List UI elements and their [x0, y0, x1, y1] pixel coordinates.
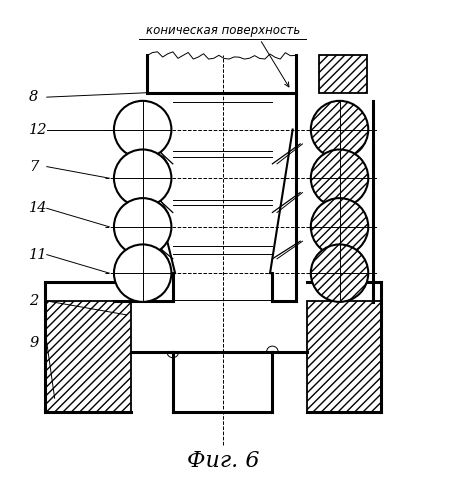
Bar — [45, 301, 131, 412]
Text: 14: 14 — [29, 202, 48, 215]
Circle shape — [114, 101, 171, 158]
Text: 7: 7 — [29, 160, 38, 173]
Text: 9: 9 — [29, 336, 38, 349]
Circle shape — [114, 244, 171, 302]
Circle shape — [311, 198, 368, 256]
Text: 11: 11 — [29, 248, 48, 262]
Bar — [307, 301, 381, 412]
Circle shape — [311, 244, 368, 302]
Text: коническая поверхность: коническая поверхность — [146, 24, 300, 37]
Text: Фиг. 6: Фиг. 6 — [186, 450, 259, 472]
Circle shape — [114, 150, 171, 207]
Circle shape — [311, 101, 368, 158]
Circle shape — [114, 198, 171, 256]
Text: 12: 12 — [29, 122, 48, 136]
Text: 2: 2 — [29, 294, 38, 308]
Circle shape — [311, 150, 368, 207]
Bar — [319, 56, 367, 92]
Text: 8: 8 — [29, 90, 38, 104]
